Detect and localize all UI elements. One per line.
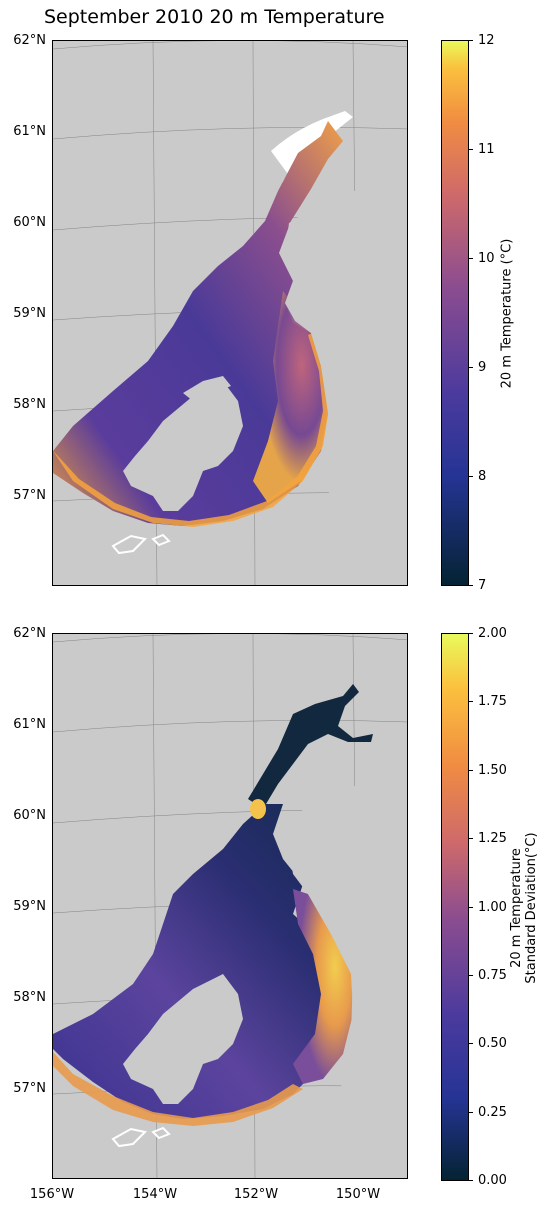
lat-label: 58°N [13,990,46,1005]
colorbar-tick: 2.00 [478,626,507,641]
map-panel-std-dev [52,633,408,1179]
lat-label: 57°N [13,488,46,503]
colorbar-tick: 1.50 [478,763,507,778]
temperature-field-map [53,41,407,585]
colorbar-tick: 8 [478,469,487,484]
lat-label: 60°N [13,808,46,823]
lon-label: 156°W [29,1187,75,1202]
lat-label: 59°N [13,306,46,321]
lat-label: 58°N [13,397,46,412]
colorbar-tick: 12 [478,33,495,48]
lat-label: 61°N [13,717,46,732]
colorbar-tick: 0.25 [478,1105,507,1120]
lon-label: 152°W [233,1187,279,1202]
colorbar-label: 20 m Temperature Standard Deviation(°C) [509,808,541,1008]
inlet-head-field [248,684,373,809]
colorbar-tick: 0.75 [478,968,507,983]
map-panel-temperature [52,40,408,586]
colorbar-tick: 9 [478,360,487,375]
lon-label: 150°W [335,1187,381,1202]
colorbar-tick: 7 [478,578,487,593]
colorbar-label-line1: 20 m Temperature [509,848,524,968]
lat-label: 60°N [13,215,46,230]
colorbar-tick: 1.25 [478,831,507,846]
colorbar-label-line1: 20 m Temperature (°C) [499,238,515,389]
colorbar-temperature [441,40,469,586]
colorbar-label-line2: Standard Deviation(°C) [524,832,539,984]
lat-label: 61°N [13,124,46,139]
colorbar-tick: 1.00 [478,900,507,915]
colorbar-tick: 1.75 [478,694,507,709]
colorbar-tick: 11 [478,142,495,157]
lat-label: 62°N [13,626,46,641]
colorbar-tick: 10 [478,251,495,266]
lat-label: 57°N [13,1081,46,1096]
figure-title: September 2010 20 m Temperature [44,6,385,28]
colorbar-std-dev [441,633,469,1181]
colorbar-label: 20 m Temperature (°C) [500,214,515,414]
std-dev-field-map [53,634,407,1178]
lat-label: 59°N [13,899,46,914]
colorbar-tick: 0.00 [478,1173,507,1188]
colorbar-tick: 0.50 [478,1036,507,1051]
lat-label: 62°N [13,33,46,48]
temperature-field [53,121,343,526]
lon-label: 154°W [132,1187,178,1202]
